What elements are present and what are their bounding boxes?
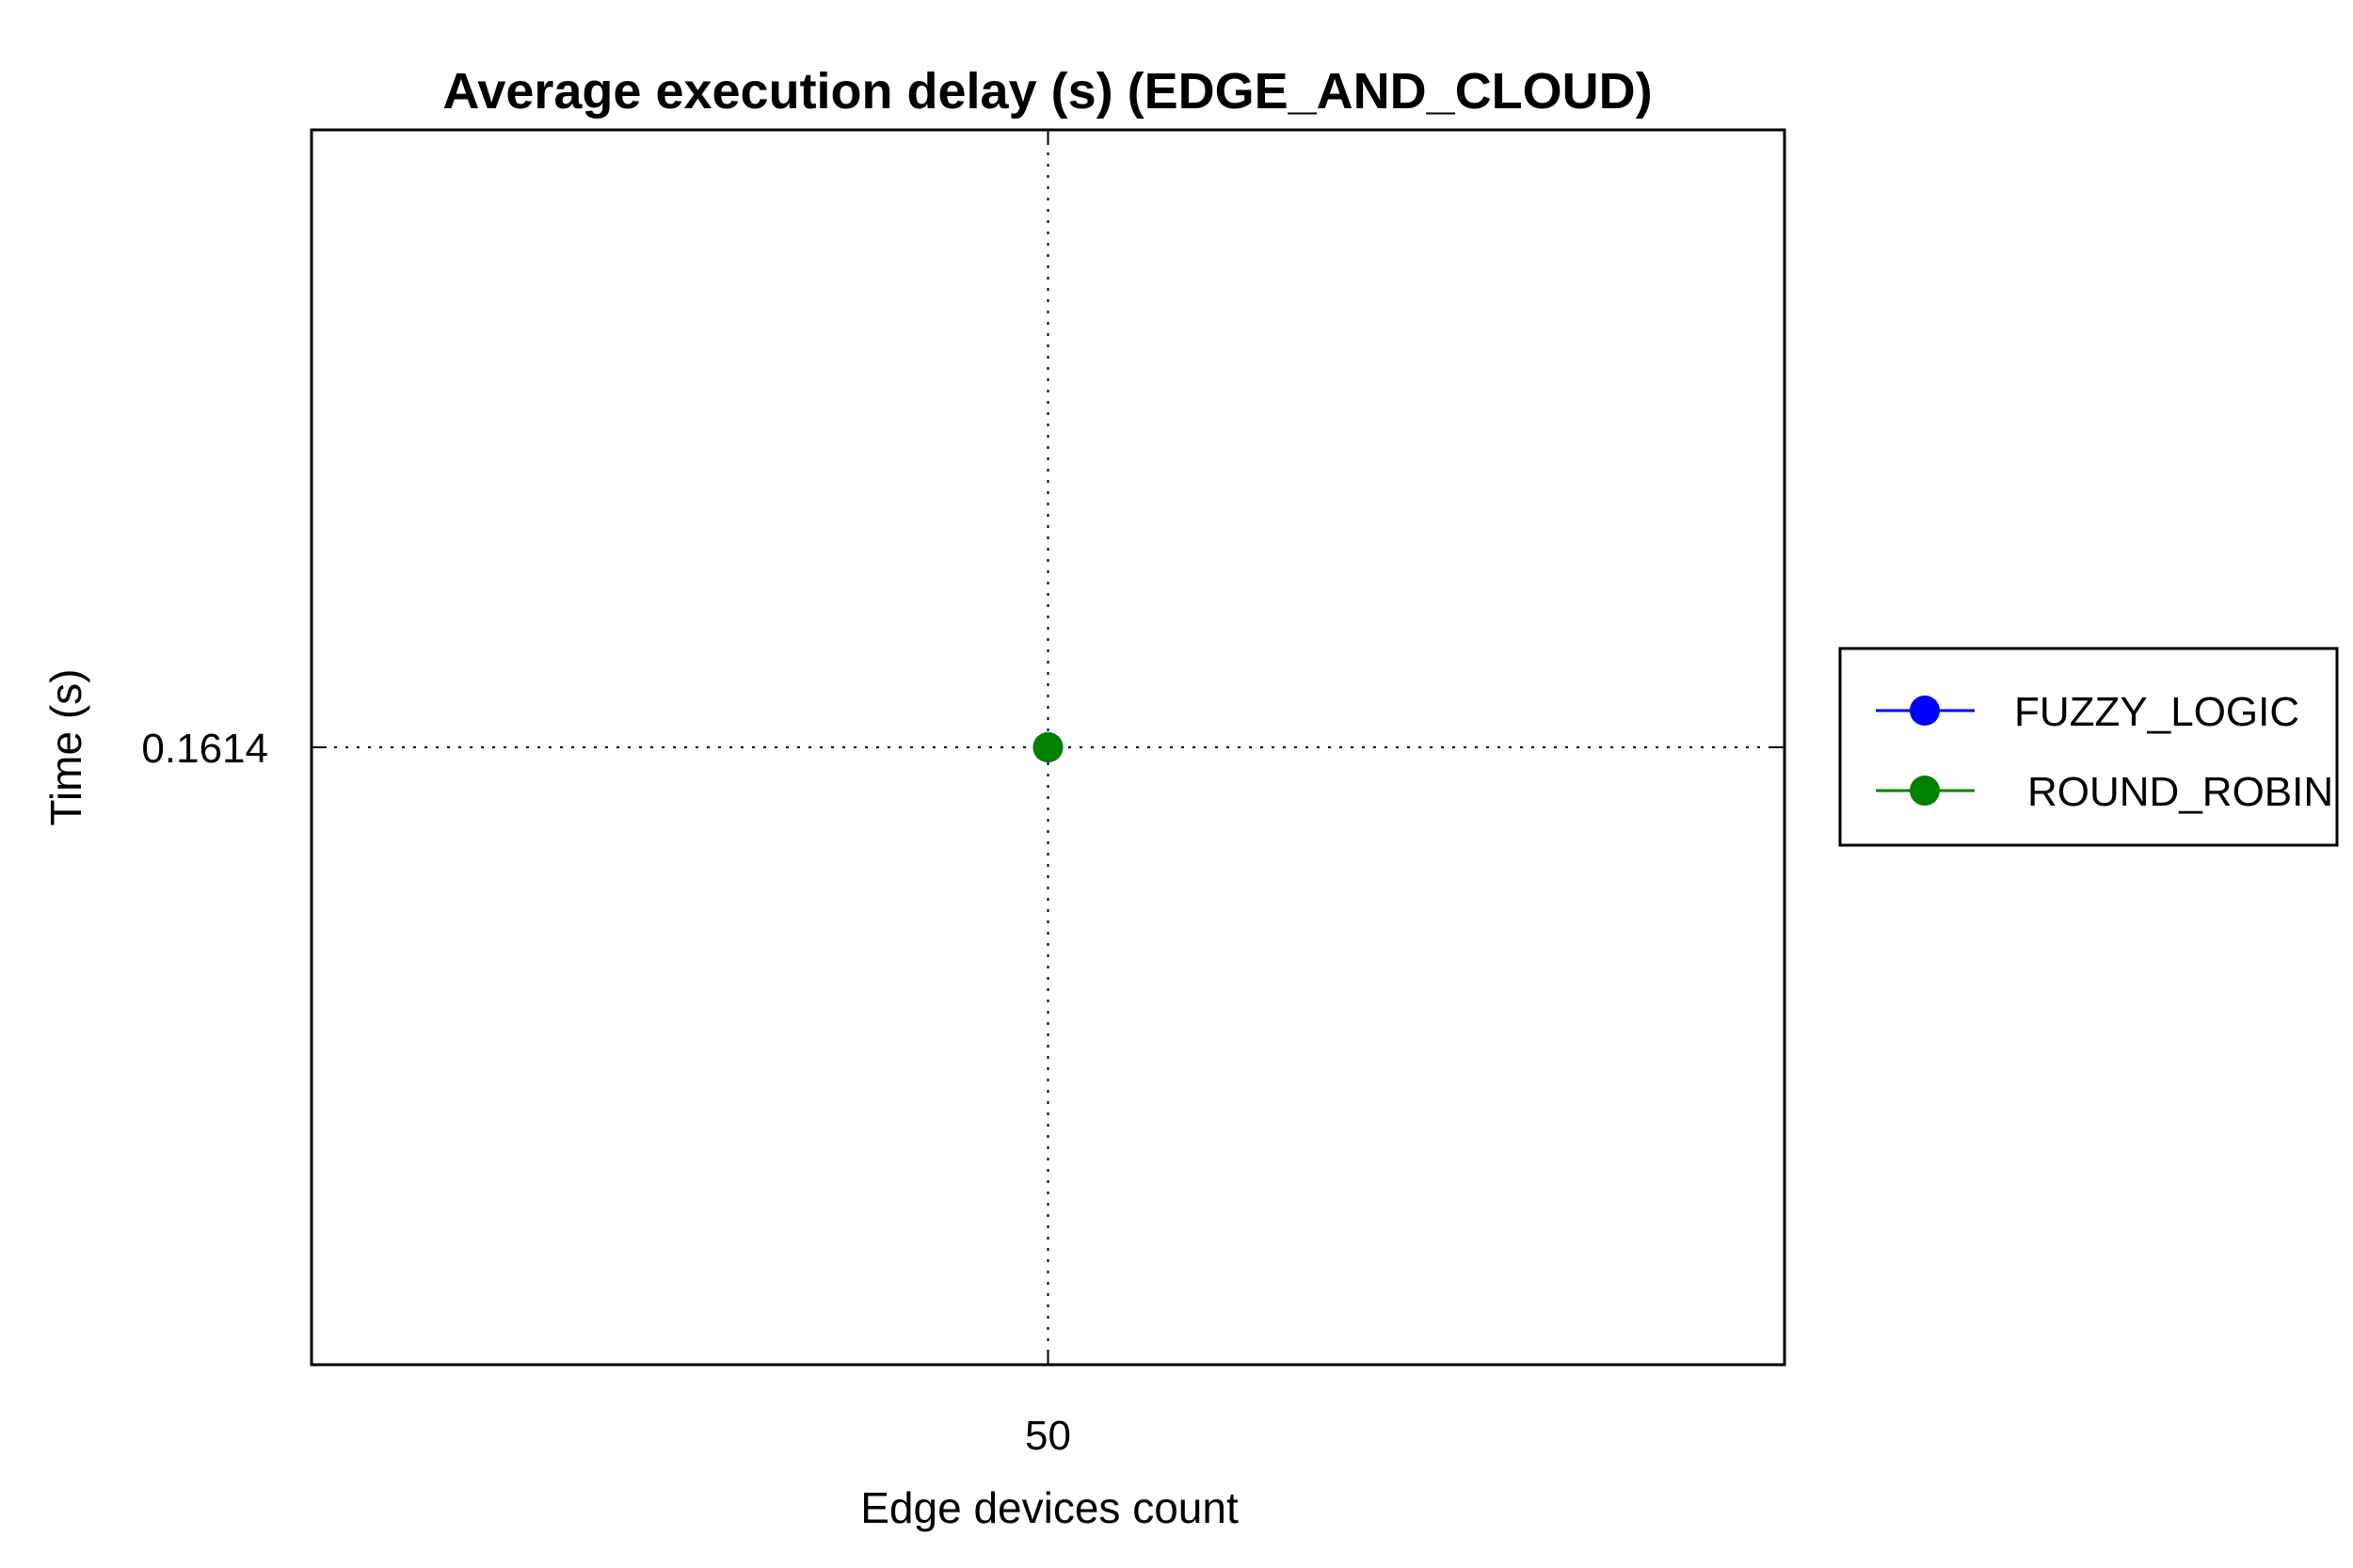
x-axis-label: Edge devices count: [860, 1483, 1239, 1532]
x-tick-label: 50: [1025, 1413, 1071, 1459]
chart-title: Average execution delay (s) (EDGE_AND_CL…: [442, 63, 1652, 120]
series-layer: [1032, 732, 1064, 762]
axis-ticks: 50 0.1614: [141, 130, 1785, 1459]
y-tick-label: 0.1614: [141, 726, 268, 772]
y-axis-label: Time (s): [41, 669, 90, 826]
legend-marker: [1910, 696, 1940, 726]
legend: FUZZY_LOGIC ROUND_ROBIN: [1838, 647, 2339, 847]
legend-label: FUZZY_LOGIC: [2014, 689, 2299, 735]
legend-marker: [1910, 776, 1940, 806]
legend-label: ROUND_ROBIN: [2027, 769, 2333, 815]
data-point: [1032, 732, 1064, 762]
legend-box: [1838, 647, 2339, 847]
